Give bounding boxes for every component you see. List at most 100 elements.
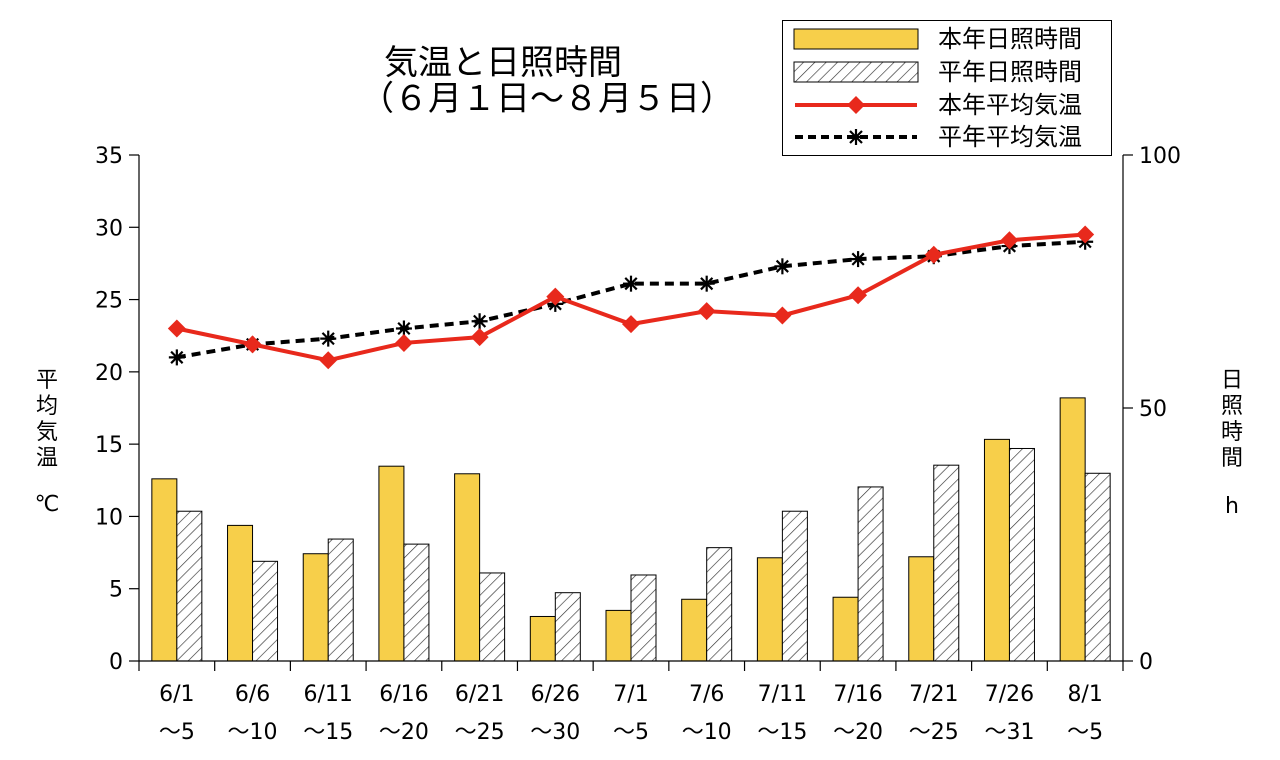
bar-current-sunshine	[151, 478, 178, 662]
legend-item-normal-sunshine: 平年日照時間	[793, 56, 1103, 88]
legend-item-normal-temp: 平年平均気温	[793, 121, 1103, 153]
marker-stroke	[700, 277, 714, 291]
legend-swatch-normal-sunshine	[793, 61, 919, 83]
marker-current-temp	[546, 287, 565, 306]
marker-current-temp	[924, 245, 943, 264]
left-axis-label-char: 均	[35, 394, 58, 419]
x-category-label: 7/1	[613, 682, 648, 707]
x-category-label: 6/6	[235, 682, 270, 707]
chart-title-line1: 気温と日照時間	[384, 43, 622, 83]
marker-normal-temp	[774, 258, 791, 275]
chart-legend: 本年日照時間 平年日照時間 本年平均気温	[782, 20, 1112, 156]
x-category-label: 7/21	[909, 682, 958, 707]
legend-item-current-sunshine: 本年日照時間	[793, 23, 1103, 55]
bar-current-sunshine	[454, 473, 481, 662]
legend-item-current-temp: 本年平均気温	[793, 89, 1103, 121]
marker-current-temp	[1000, 231, 1019, 250]
left-axis-label-char: 温	[35, 446, 58, 471]
legend-label-current-sunshine: 本年日照時間	[938, 25, 1082, 53]
marker-stroke	[397, 321, 411, 336]
right-axis-unit: h	[1225, 494, 1239, 519]
x-category-sublabel: ～5	[159, 720, 195, 745]
bar-normal-sunshine	[252, 560, 279, 662]
left-axis-label: 平 均 気 温	[32, 368, 62, 472]
marker-normal-temp	[168, 349, 185, 366]
left-tick-label: 25	[95, 289, 123, 314]
bar-normal-sunshine	[554, 592, 581, 662]
bar-current-sunshine	[983, 438, 1010, 662]
bar-current-sunshine	[302, 553, 329, 662]
bar-normal-sunshine	[479, 572, 506, 662]
bar-normal-sunshine	[857, 486, 884, 662]
marker-current-temp	[1076, 225, 1095, 244]
bar-normal-sunshine	[327, 538, 354, 662]
bar-current-sunshine	[605, 609, 632, 662]
legend-label-normal-sunshine: 平年日照時間	[938, 58, 1082, 86]
x-category-sublabel: ～25	[455, 720, 505, 745]
right-axis-label-char: 日	[1220, 368, 1243, 393]
x-category-sublabel: ～10	[682, 720, 732, 745]
x-category-label: 7/6	[689, 682, 724, 707]
marker-stroke	[321, 332, 335, 346]
left-tick-label: 20	[95, 361, 123, 386]
bar-current-sunshine	[756, 557, 783, 662]
bar-current-sunshine	[529, 615, 556, 662]
x-category-sublabel: ～20	[833, 720, 883, 745]
marker-current-temp	[394, 333, 413, 352]
marker-current-temp	[697, 302, 716, 321]
marker-normal-temp	[623, 275, 639, 292]
bar-current-sunshine	[378, 465, 405, 662]
x-category-sublabel: ～5	[613, 720, 649, 745]
x-category-sublabel: ～15	[757, 720, 807, 745]
x-category-label: 7/11	[758, 682, 807, 707]
marker-normal-temp	[395, 320, 412, 337]
right-axis-label: 日 照 時 間	[1217, 368, 1247, 472]
x-category-label: 7/16	[833, 682, 882, 707]
bar-normal-sunshine	[1008, 447, 1035, 662]
left-tick-label: 5	[109, 578, 123, 603]
bar-normal-sunshine	[1084, 472, 1111, 662]
x-category-label: 6/26	[531, 682, 580, 707]
legend-swatch-normal-temp	[795, 129, 917, 145]
marker-normal-temp	[320, 330, 337, 347]
right-axis-label-char: 間	[1220, 446, 1243, 471]
x-category-sublabel: ～25	[909, 720, 959, 745]
x-category-label: 7/26	[985, 682, 1034, 707]
bar-normal-sunshine	[403, 543, 430, 662]
bar-normal-sunshine	[933, 464, 960, 662]
x-category-label: 6/16	[379, 682, 428, 707]
bar-normal-sunshine	[176, 510, 203, 662]
bar-current-sunshine	[908, 556, 935, 662]
marker-current-temp	[849, 286, 868, 305]
marker-current-temp	[470, 328, 489, 347]
x-category-sublabel: ～10	[228, 720, 278, 745]
bar-current-sunshine	[1059, 397, 1086, 662]
x-category-label: 8/1	[1067, 682, 1102, 707]
x-category-label: 6/11	[304, 682, 353, 707]
left-tick-label: 30	[95, 216, 123, 241]
marker-normal-temp	[850, 251, 867, 268]
bar-normal-sunshine	[630, 574, 657, 662]
legend-swatch-current-sunshine	[793, 28, 919, 50]
right-tick-label: 50	[1139, 397, 1167, 422]
marker-stroke	[775, 259, 789, 273]
bar-normal-sunshine	[781, 510, 808, 662]
line-normal-temp	[176, 239, 1086, 360]
left-tick-label: 35	[95, 144, 123, 169]
bar-current-sunshine	[832, 596, 859, 662]
x-category-sublabel: ～31	[984, 720, 1034, 745]
x-category-label: 6/21	[455, 682, 504, 707]
marker-current-temp	[319, 351, 338, 370]
marker-current-temp	[622, 315, 640, 334]
bar-normal-sunshine	[706, 547, 733, 662]
left-axis-unit: ℃	[34, 492, 60, 517]
left-axis-label-char: 気	[35, 420, 58, 445]
marker-stroke	[851, 252, 865, 266]
marker-normal-temp	[698, 275, 715, 292]
x-category-sublabel: ～15	[303, 720, 353, 745]
legend-label-normal-temp: 平年平均気温	[938, 123, 1082, 151]
marker-stroke	[624, 277, 638, 291]
left-tick-label: 15	[95, 433, 123, 458]
left-tick-label: 10	[95, 505, 123, 530]
